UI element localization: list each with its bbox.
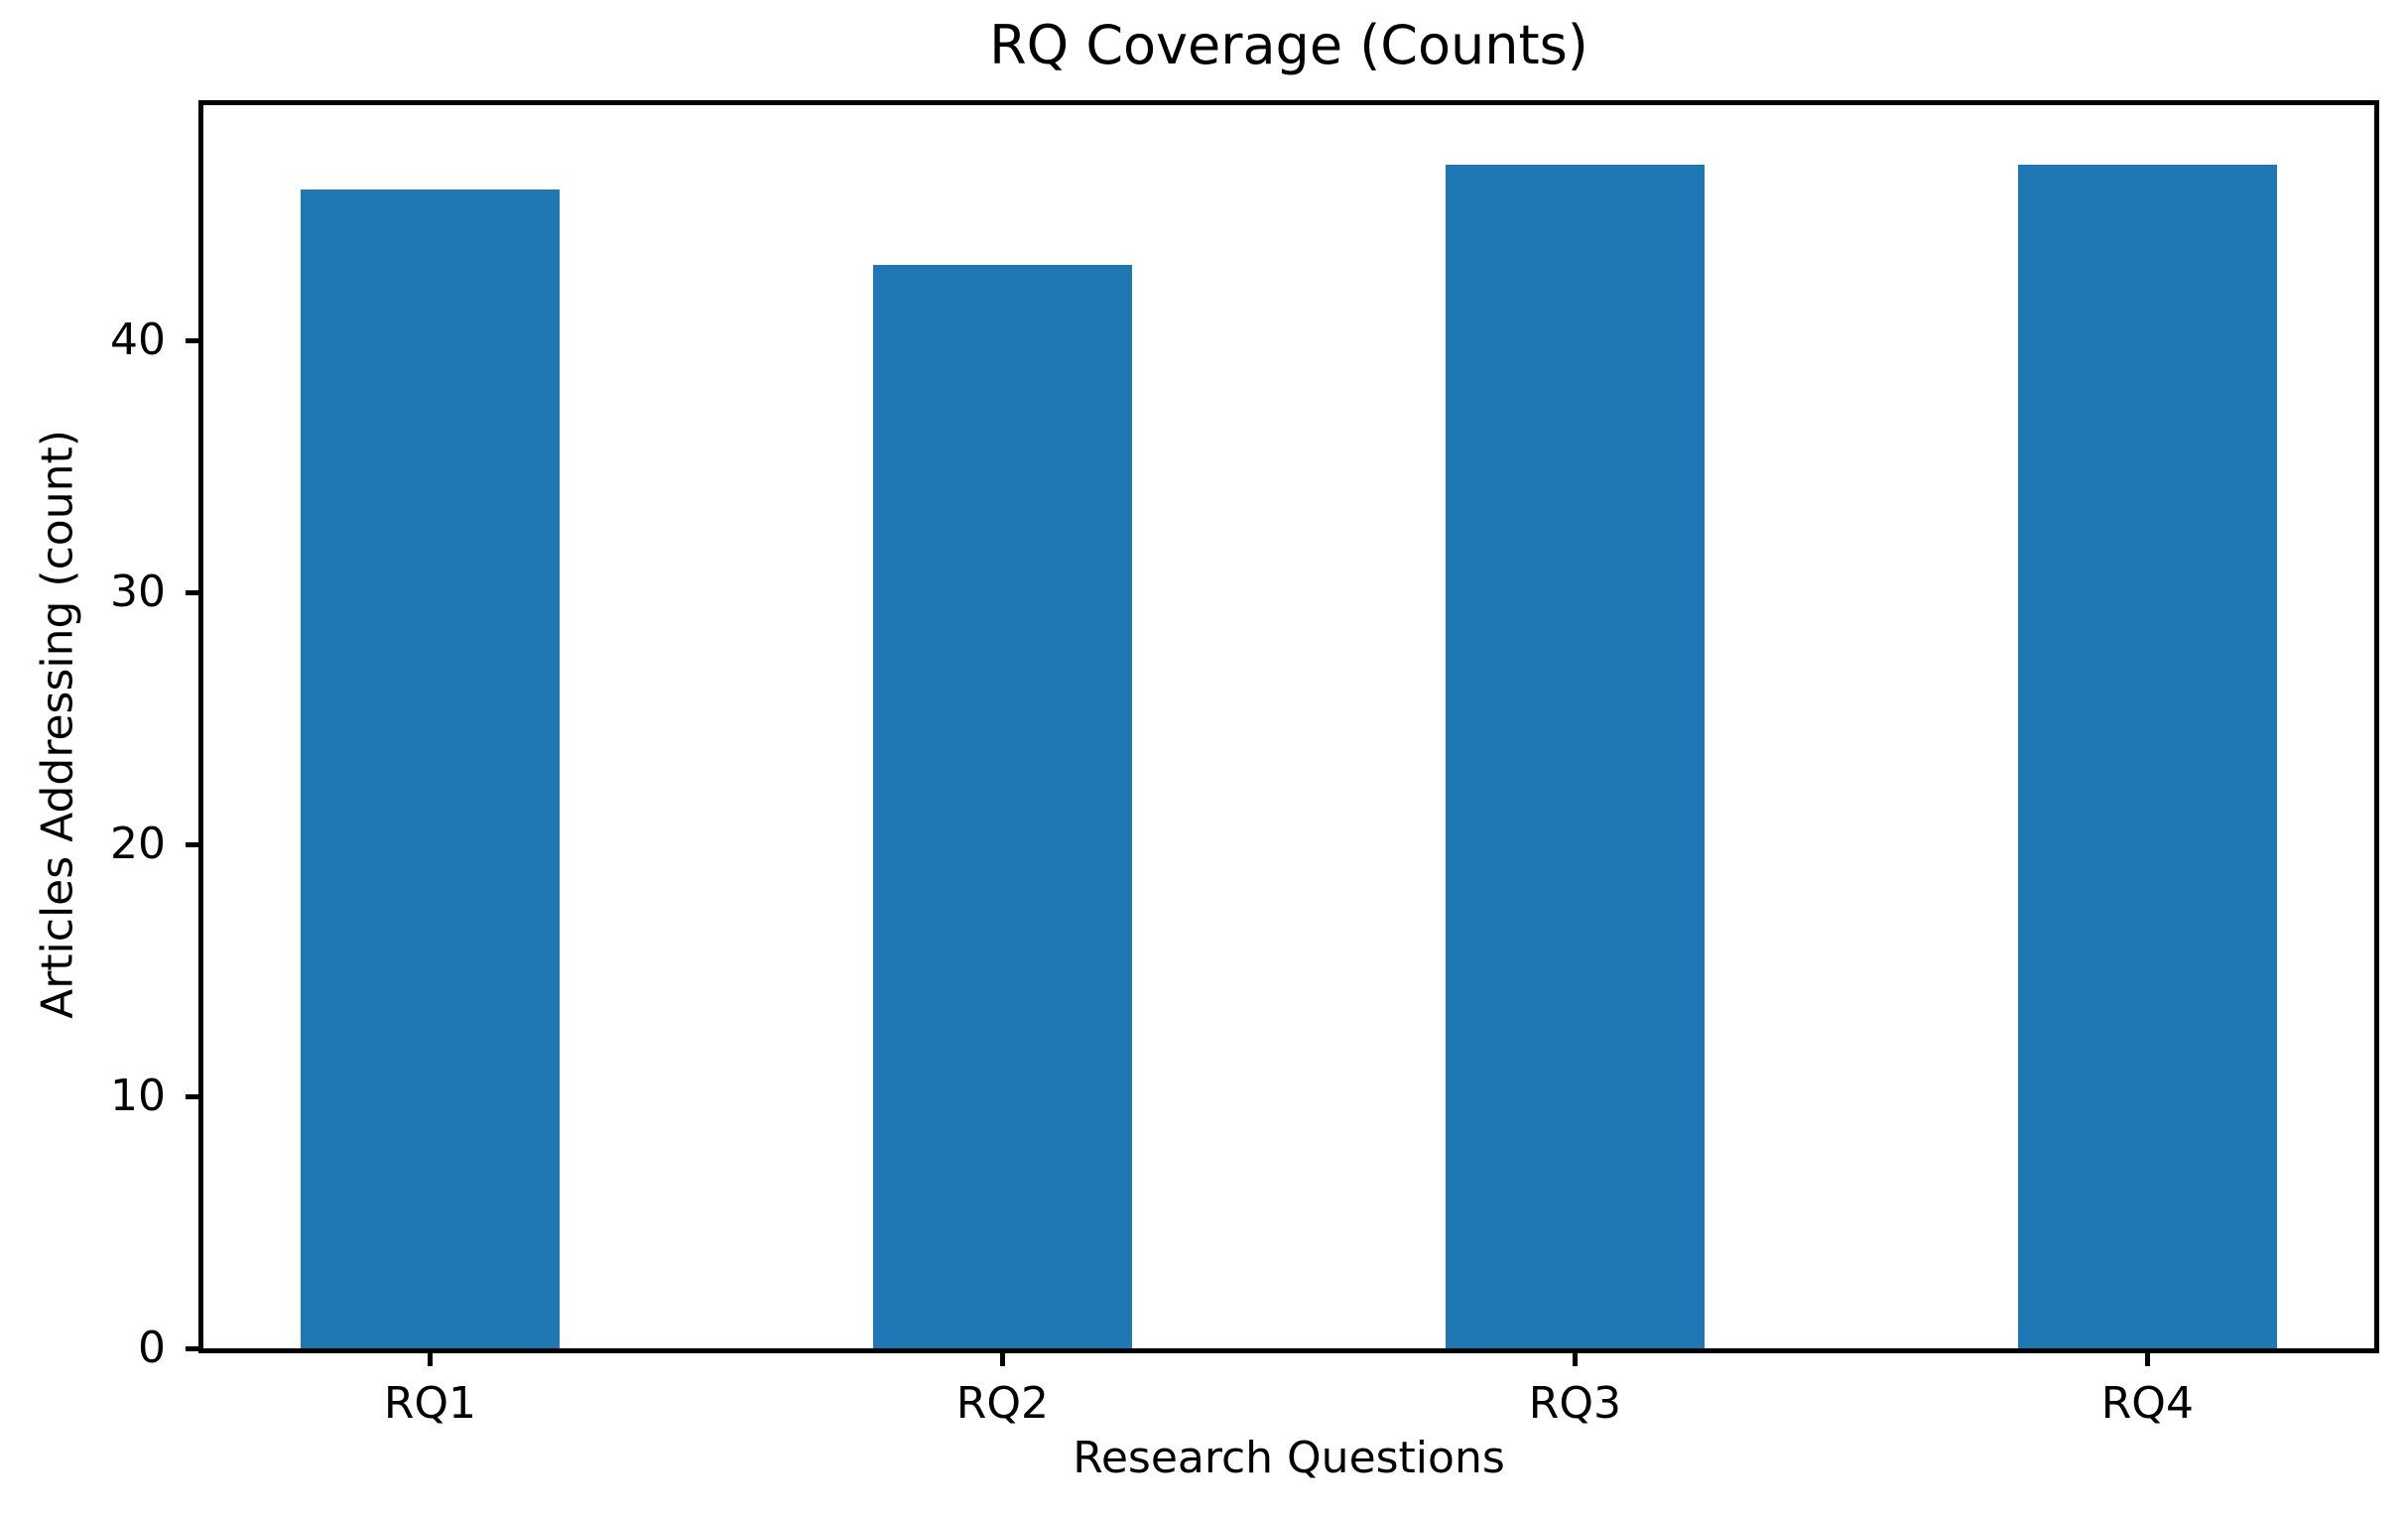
y-tick-mark [186,1093,198,1099]
chart-title: RQ Coverage (Counts) [989,14,1588,76]
x-tick-mark [2144,1353,2150,1366]
y-tick-mark [186,337,198,343]
y-tick-mark [186,589,198,595]
x-tick-label-rq4: RQ4 [2100,1378,2194,1429]
x-tick-label-rq3: RQ3 [1528,1378,1621,1429]
bar-rq3 [1446,164,1705,1348]
plot-area: 0 10 20 30 40 RQ1 RQ2 RQ3 RQ4 [110,100,2379,1429]
y-tick-label: 0 [138,1323,166,1373]
x-tick-label-rq2: RQ2 [955,1378,1049,1429]
x-tick-mark [999,1353,1005,1366]
x-tick-label-rq1: RQ1 [383,1378,477,1429]
y-tick-label: 20 [110,819,166,870]
y-axis-label: Articles Addressing (count) [32,430,83,1019]
y-tick-mark [186,1345,198,1351]
y-tick-label: 40 [110,315,166,366]
bar-rq2 [873,265,1132,1348]
x-tick-mark [1572,1353,1578,1366]
y-tick-label: 10 [110,1071,166,1122]
y-tick-label: 30 [110,567,166,618]
x-axis-label: Research Questions [1073,1433,1505,1483]
bar-rq1 [301,190,560,1348]
x-tick-mark [427,1353,433,1366]
y-tick-mark [186,841,198,847]
bar-rq4 [2018,164,2277,1348]
